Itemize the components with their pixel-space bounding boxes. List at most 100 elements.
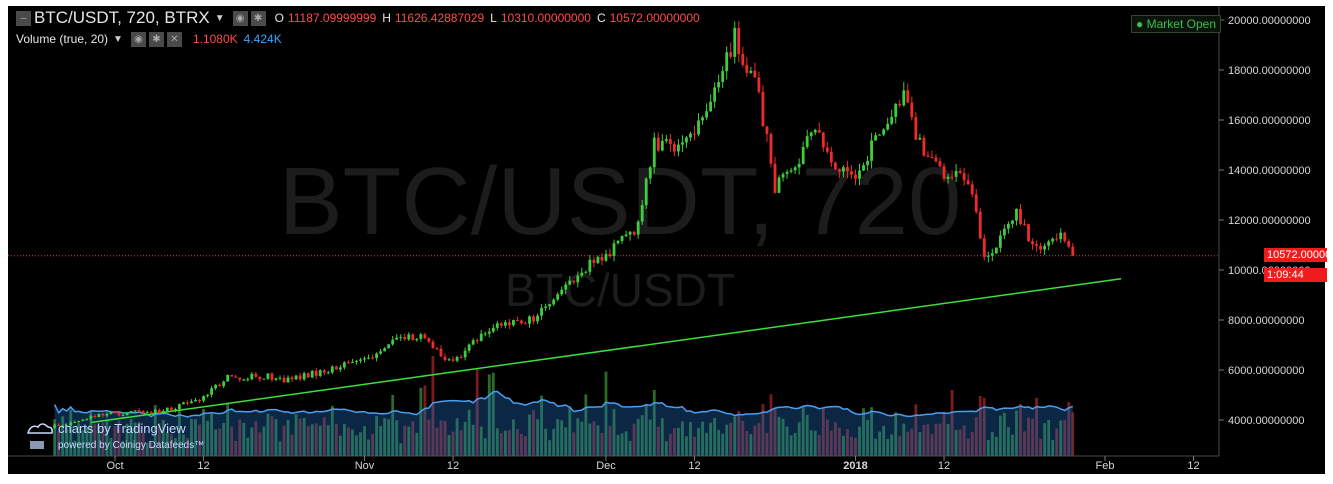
candle-body[interactable] — [632, 231, 636, 235]
candle-body[interactable] — [117, 412, 121, 416]
trendline-segment[interactable] — [90, 278, 1122, 424]
candle-body[interactable] — [568, 280, 572, 285]
candle-body[interactable] — [250, 373, 254, 380]
candle-body[interactable] — [222, 381, 226, 387]
candle-body[interactable] — [194, 400, 197, 402]
candle-body[interactable] — [65, 425, 69, 427]
candle-body[interactable] — [902, 90, 906, 106]
candle-body[interactable] — [986, 255, 990, 257]
candle-body[interactable] — [391, 339, 395, 345]
candle-body[interactable] — [479, 333, 483, 341]
candle-body[interactable] — [918, 137, 922, 140]
candle-body[interactable] — [85, 418, 89, 420]
candle-body[interactable] — [886, 123, 890, 130]
candle-body[interactable] — [347, 362, 350, 364]
candle-body[interactable] — [556, 294, 560, 300]
candle-body[interactable] — [1027, 224, 1030, 242]
candle-body[interactable] — [805, 136, 809, 147]
candle-body[interactable] — [379, 351, 383, 354]
candle-body[interactable] — [664, 139, 668, 141]
candle-body[interactable] — [512, 320, 515, 326]
candle-body[interactable] — [648, 167, 652, 179]
candle-body[interactable] — [435, 348, 439, 350]
candle-body[interactable] — [540, 307, 543, 316]
candle-body[interactable] — [161, 410, 165, 414]
candle-body[interactable] — [314, 370, 318, 376]
candle-body[interactable] — [1019, 209, 1022, 225]
candle-body[interactable] — [121, 415, 125, 417]
candle-body[interactable] — [198, 400, 201, 402]
candle-body[interactable] — [202, 396, 205, 401]
candle-body[interactable] — [761, 91, 765, 127]
candle-body[interactable] — [475, 340, 479, 342]
candle-body[interactable] — [113, 412, 117, 414]
candle-body[interactable] — [330, 366, 334, 373]
candle-body[interactable] — [584, 271, 588, 273]
candle-body[interactable] — [801, 146, 805, 164]
candle-body[interactable] — [942, 166, 946, 179]
candle-body[interactable] — [978, 211, 982, 239]
candle-body[interactable] — [906, 90, 910, 103]
candle-body[interactable] — [1051, 238, 1055, 242]
candle-body[interactable] — [685, 137, 688, 143]
trendline[interactable] — [90, 278, 1122, 424]
candle-body[interactable] — [499, 323, 503, 326]
candle-body[interactable] — [149, 412, 153, 414]
candle-body[interactable] — [242, 379, 246, 381]
candle-body[interactable] — [890, 116, 894, 124]
candle-body[interactable] — [769, 133, 773, 164]
candle-body[interactable] — [866, 160, 869, 166]
candle-body[interactable] — [910, 102, 914, 118]
candle-body[interactable] — [624, 234, 628, 237]
candle-body[interactable] — [69, 422, 73, 426]
candle-body[interactable] — [681, 142, 684, 145]
candle-body[interactable] — [403, 336, 407, 340]
candle-body[interactable] — [854, 174, 857, 179]
candle-body[interactable] — [342, 362, 346, 368]
candle-body[interactable] — [298, 375, 302, 380]
candle-body[interactable] — [383, 348, 387, 352]
candle-body[interactable] — [962, 173, 966, 181]
candle-body[interactable] — [258, 376, 262, 380]
candle-body[interactable] — [483, 333, 487, 335]
candle-body[interactable] — [133, 410, 137, 412]
candle-body[interactable] — [355, 360, 358, 363]
candle-body[interactable] — [560, 289, 564, 295]
candle-body[interactable] — [1071, 246, 1075, 256]
candle-body[interactable] — [934, 157, 938, 162]
candle-body[interactable] — [990, 253, 994, 256]
candle-body[interactable] — [870, 140, 873, 161]
candle-body[interactable] — [101, 413, 105, 416]
candle-body[interactable] — [310, 370, 314, 378]
candle-body[interactable] — [278, 377, 282, 379]
candle-body[interactable] — [829, 151, 833, 163]
candle-body[interactable] — [262, 378, 266, 380]
candle-body[interactable] — [608, 253, 612, 257]
candle-body[interactable] — [206, 394, 209, 397]
candle-body[interactable] — [443, 356, 447, 361]
candle-body[interactable] — [451, 359, 455, 361]
candle-body[interactable] — [290, 377, 294, 380]
candle-body[interactable] — [109, 412, 113, 414]
candle-body[interactable] — [882, 129, 886, 135]
candle-body[interactable] — [137, 410, 141, 412]
candle-body[interactable] — [656, 137, 660, 151]
candle-body[interactable] — [721, 71, 725, 83]
candle-body[interactable] — [833, 162, 837, 170]
candle-body[interactable] — [145, 412, 149, 414]
candle-body[interactable] — [77, 421, 81, 423]
candle-body[interactable] — [974, 194, 978, 212]
candle-body[interactable] — [733, 27, 737, 57]
candle-body[interactable] — [1063, 232, 1067, 242]
candle-body[interactable] — [813, 129, 817, 133]
candle-body[interactable] — [725, 52, 729, 72]
eye-icon[interactable]: ◉ — [232, 10, 248, 26]
close-icon[interactable]: ✕ — [166, 31, 182, 47]
candle-body[interactable] — [411, 334, 415, 341]
candle-body[interactable] — [186, 402, 189, 404]
candle-body[interactable] — [552, 299, 556, 305]
candle-body[interactable] — [946, 176, 950, 179]
candle-body[interactable] — [274, 378, 278, 380]
candle-body[interactable] — [938, 161, 942, 167]
candle-body[interactable] — [994, 247, 998, 254]
